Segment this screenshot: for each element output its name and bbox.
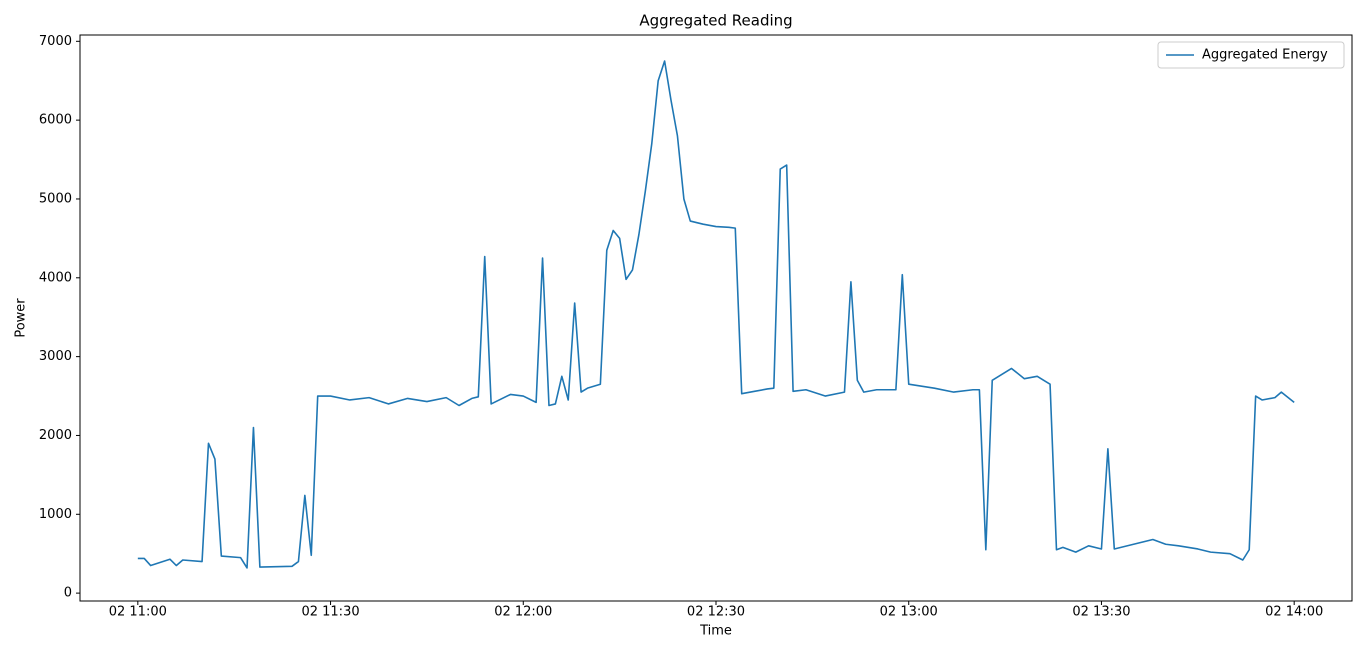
legend-label: Aggregated Energy <box>1202 48 1328 63</box>
y-tick-label: 3000 <box>39 349 72 364</box>
x-tick-label: 02 13:00 <box>880 605 938 620</box>
y-tick-label: 1000 <box>39 507 72 522</box>
x-tick-label: 02 14:00 <box>1265 605 1323 620</box>
y-tick-label: 7000 <box>39 34 72 49</box>
x-axis-label: Time <box>699 624 732 639</box>
x-tick-label: 02 11:30 <box>301 605 359 620</box>
plot-frame <box>79 34 1353 602</box>
x-tick-label: 02 11:00 <box>109 605 167 620</box>
y-axis-label: Power <box>14 298 29 338</box>
data-line <box>137 60 1295 569</box>
chart-title: Aggregated Reading <box>639 12 792 30</box>
y-tick-label: 6000 <box>39 113 72 128</box>
y-tick-label: 2000 <box>39 428 72 443</box>
x-tick-label: 02 12:30 <box>687 605 745 620</box>
x-tick-label: 02 12:00 <box>494 605 552 620</box>
y-tick-label: 5000 <box>39 191 72 206</box>
y-tick-label: 0 <box>64 586 72 601</box>
x-tick-label: 02 13:30 <box>1072 605 1130 620</box>
legend-box <box>1157 41 1345 69</box>
y-tick-label: 4000 <box>39 270 72 285</box>
